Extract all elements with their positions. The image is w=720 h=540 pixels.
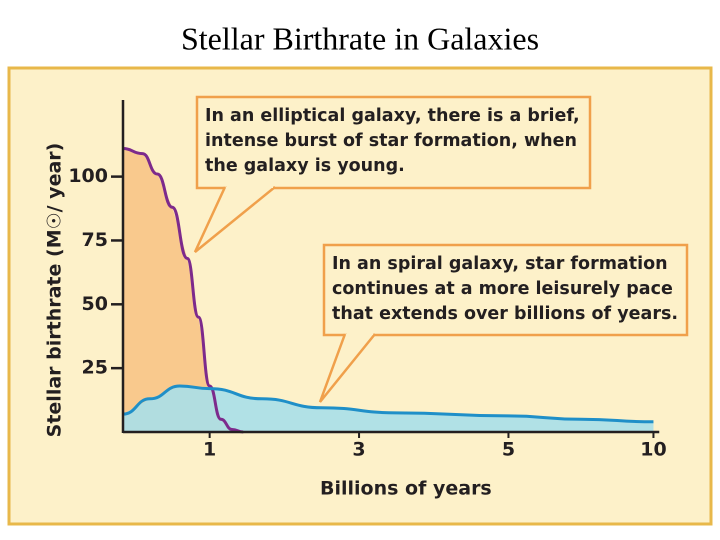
line (122, 384, 654, 424)
area (123, 148, 244, 432)
callout-text: In an elliptical galaxy, there is a brie… (205, 106, 580, 126)
x-tick-label: 5 (502, 439, 515, 461)
callout-text: intense burst of star formation, when (205, 131, 577, 151)
y-tick-label: 75 (82, 229, 108, 251)
y-axis-label: Stellar birthrate (M☉/ year) (44, 143, 66, 438)
callout-text: that extends over billions of years. (332, 304, 678, 324)
y-tick-label: 100 (68, 165, 108, 187)
callout-text: In an spiral galaxy, star formation (332, 254, 668, 274)
y-tick-label: 25 (82, 357, 108, 379)
callout-text: the galaxy is young. (205, 156, 405, 176)
slide-title: Stellar Birthrate in Galaxies (181, 20, 539, 56)
area (123, 386, 654, 432)
callout-pointer (193, 186, 276, 253)
x-tick-label: 10 (640, 439, 666, 461)
callout-box (322, 243, 689, 337)
callout-text: continues at a more leisurely pace (332, 279, 673, 299)
line (122, 147, 244, 434)
plot: 25 50 75 100 1 3 5 10 In an elliptical galaxy, t… (68, 95, 689, 461)
x-tick-label: 1 (203, 439, 216, 461)
x-axis-label: Billions of years (320, 478, 492, 500)
x-tick-label: 3 (352, 439, 365, 461)
y-tick-label: 50 (82, 293, 108, 315)
callout-box (195, 95, 592, 190)
callout-pointer (318, 333, 376, 403)
